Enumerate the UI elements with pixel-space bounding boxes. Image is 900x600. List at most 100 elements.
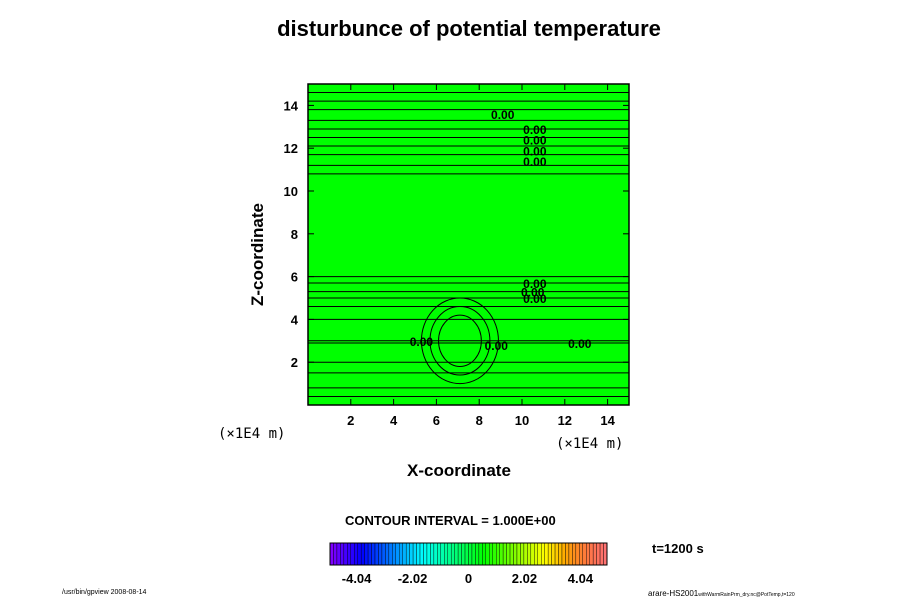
chart-title: disturbunce of potential temperature	[277, 16, 661, 41]
colorbar-segment	[357, 542, 362, 566]
x-tick-label: 4	[390, 413, 398, 428]
colorbar-segment	[513, 542, 518, 566]
colorbar-segment	[537, 542, 542, 566]
contour-line	[438, 314, 482, 367]
colorbar-segment	[336, 542, 341, 566]
colorbar-segment	[554, 542, 559, 566]
colorbar-segment	[572, 542, 577, 566]
x-tick-label: 8	[476, 413, 483, 428]
contour-line	[420, 297, 499, 385]
colorbar-segment	[575, 542, 580, 566]
colorbar-segment	[520, 542, 525, 566]
footer-right: arare-HS2001withWarmRainPrm_dry.nc@PotTe…	[648, 589, 795, 598]
y-tick-label: 4	[291, 312, 299, 327]
colorbar-segment	[419, 542, 424, 566]
colorbar-tick-label: -2.02	[398, 571, 428, 586]
colorbar-segment	[482, 542, 487, 566]
y-tick-label: 12	[284, 141, 298, 156]
colorbar-segment	[516, 542, 521, 566]
colorbar-segment	[392, 542, 396, 566]
contour-label: 0.00	[521, 286, 545, 300]
colorbar-tick-label: 4.04	[568, 571, 594, 586]
colorbar-segment	[527, 542, 532, 566]
colorbar-segment	[461, 542, 466, 566]
contour-label: 0.00	[491, 108, 515, 122]
colorbar-segment	[489, 542, 493, 566]
colorbar-segment	[430, 542, 435, 566]
colorbar-segment	[582, 542, 587, 566]
time-label: t=1200 s	[652, 541, 704, 556]
colorbar-segment	[596, 542, 601, 566]
x-tick-label: 10	[515, 413, 529, 428]
colorbar-segment	[568, 542, 573, 566]
colorbar-segment	[381, 542, 386, 566]
colorbar-segment	[333, 542, 338, 566]
colorbar-segment	[343, 542, 348, 566]
colorbar-segment	[405, 542, 410, 566]
colorbar-segment	[485, 542, 490, 566]
colorbar-segment	[416, 542, 421, 566]
colorbar-segment	[444, 542, 448, 566]
colorbar-segment	[599, 542, 604, 566]
footer-right-main: arare-HS2001	[648, 589, 699, 598]
contour-label: 0.00	[523, 144, 547, 158]
colorbar-segment	[433, 542, 438, 566]
contour-label: 0.00	[523, 123, 547, 137]
colorbar-segment	[364, 542, 369, 566]
x-unit-label: (×1E4 m)	[556, 436, 624, 452]
contour-label: 0.00	[568, 337, 592, 351]
contour-line	[429, 306, 491, 376]
y-axis-label: Z-coordinate	[248, 203, 267, 306]
colorbar-segment	[478, 542, 483, 566]
colorbar-segment	[541, 542, 545, 566]
colorbar-segment	[329, 542, 334, 566]
colorbar-segment	[592, 542, 597, 566]
colorbar-segment	[492, 542, 497, 566]
colorbar-frame	[329, 542, 608, 566]
colorbar-segment	[385, 542, 390, 566]
colorbar-segment	[378, 542, 383, 566]
colorbar-segment	[437, 542, 441, 566]
colorbar-segment	[423, 542, 428, 566]
colorbar-segment	[530, 542, 535, 566]
y-tick-label: 2	[291, 355, 298, 370]
x-tick-label: 12	[558, 413, 572, 428]
colorbar-segment	[402, 542, 407, 566]
colorbar-segment	[534, 542, 538, 566]
colorbar-segment	[506, 542, 511, 566]
footer-left: /usr/bin/gpview 2008-08-14	[62, 589, 147, 596]
colorbar-segment	[579, 542, 583, 566]
colorbar-segment	[457, 542, 462, 566]
contour-label: 0.00	[523, 134, 547, 148]
colorbar-segment	[412, 542, 417, 566]
colorbar-segment	[475, 542, 480, 566]
colorbar-segment	[523, 542, 528, 566]
colorbar-segment	[447, 542, 452, 566]
colorbar-segment	[551, 542, 556, 566]
colorbar-tick-label: 0	[465, 571, 472, 586]
colorbar-segment	[350, 542, 355, 566]
colorbar-tick-label: 2.02	[512, 571, 537, 586]
colorbar-segment	[360, 542, 365, 566]
colorbar-segment	[496, 542, 500, 566]
colorbar-segment	[409, 542, 414, 566]
colorbar-segment	[547, 542, 552, 566]
colorbar-segment	[450, 542, 455, 566]
contour-label: 0.00	[523, 277, 547, 291]
colorbar-segment	[499, 542, 504, 566]
contour-label: 0.00	[523, 292, 547, 306]
footer-right-sub: withWarmRainPrm_dry.nc@PotTemp,t=120	[698, 592, 795, 598]
colorbar-segment	[565, 542, 570, 566]
colorbar-segment	[426, 542, 431, 566]
colorbar-segment	[544, 542, 549, 566]
colorbar-segment	[561, 542, 566, 566]
colorbar-segment	[509, 542, 514, 566]
y-tick-label: 10	[284, 184, 298, 199]
colorbar-segment	[347, 542, 351, 566]
colorbar-segment	[464, 542, 469, 566]
colorbar-segment	[388, 542, 393, 566]
colorbar-segment	[586, 542, 590, 566]
colorbar-segment	[395, 542, 400, 566]
colorbar-segment	[589, 542, 594, 566]
colorbar-segment	[454, 542, 459, 566]
